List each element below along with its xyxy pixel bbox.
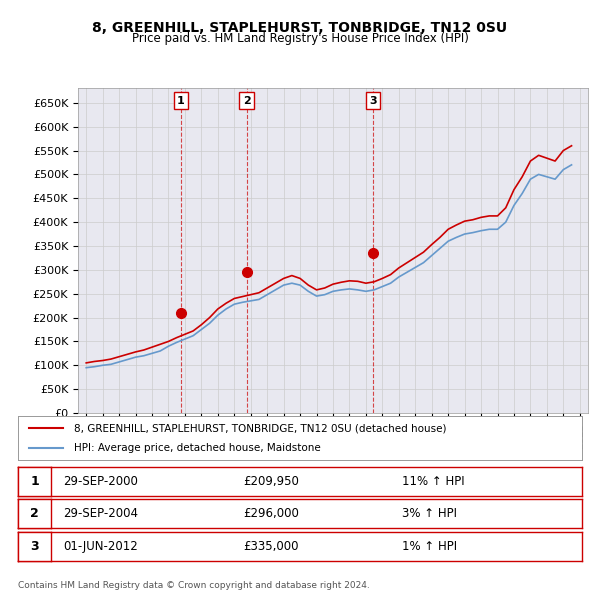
Text: 29-SEP-2000: 29-SEP-2000 — [63, 475, 138, 488]
Text: 01-JUN-2012: 01-JUN-2012 — [63, 540, 138, 553]
Text: 2: 2 — [30, 507, 39, 520]
Text: HPI: Average price, detached house, Maidstone: HPI: Average price, detached house, Maid… — [74, 443, 321, 453]
Text: 1: 1 — [30, 475, 39, 488]
Text: 2: 2 — [243, 96, 251, 106]
Text: £209,950: £209,950 — [244, 475, 299, 488]
Text: £296,000: £296,000 — [244, 507, 299, 520]
Text: 3% ↑ HPI: 3% ↑ HPI — [401, 507, 457, 520]
Text: Contains HM Land Registry data © Crown copyright and database right 2024.: Contains HM Land Registry data © Crown c… — [18, 581, 370, 590]
Text: 1% ↑ HPI: 1% ↑ HPI — [401, 540, 457, 553]
Text: 3: 3 — [30, 540, 39, 553]
Text: 29-SEP-2004: 29-SEP-2004 — [63, 507, 138, 520]
Text: Price paid vs. HM Land Registry's House Price Index (HPI): Price paid vs. HM Land Registry's House … — [131, 32, 469, 45]
Text: 8, GREENHILL, STAPLEHURST, TONBRIDGE, TN12 0SU: 8, GREENHILL, STAPLEHURST, TONBRIDGE, TN… — [92, 21, 508, 35]
Text: £335,000: £335,000 — [244, 540, 299, 553]
Text: 11% ↑ HPI: 11% ↑ HPI — [401, 475, 464, 488]
Text: 1: 1 — [177, 96, 185, 106]
Text: 8, GREENHILL, STAPLEHURST, TONBRIDGE, TN12 0SU (detached house): 8, GREENHILL, STAPLEHURST, TONBRIDGE, TN… — [74, 424, 447, 433]
Text: 3: 3 — [369, 96, 377, 106]
